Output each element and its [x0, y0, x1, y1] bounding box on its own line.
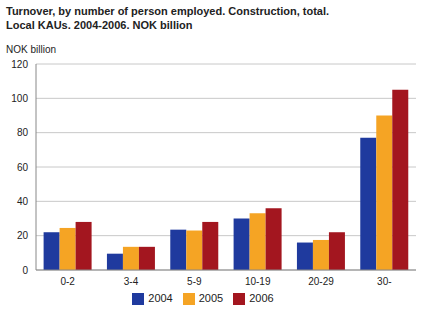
html-text:Turnover, by number of person: Turnover, by number of person employed. …	[6, 5, 330, 17]
html-text:Local KAUs. 2004-2006. NOK bil: Local KAUs. 2004-2006. NOK billion	[6, 19, 193, 31]
html-text:2005: 2005	[198, 292, 224, 304]
svg-text:40: 40	[17, 196, 29, 207]
svg-text:100: 100	[11, 93, 28, 104]
svg-text:0-2: 0-2	[60, 276, 75, 287]
svg-text:80: 80	[17, 127, 29, 138]
svg-text:30-: 30-	[377, 276, 391, 287]
html-text:2006: 2006	[249, 292, 274, 304]
html-text:NOK billion: NOK billion	[6, 44, 56, 55]
svg-text:20: 20	[17, 230, 29, 241]
svg-text:10-19: 10-19	[245, 276, 271, 287]
svg-text:120: 120	[11, 59, 28, 70]
svg-text:20-29: 20-29	[308, 276, 334, 287]
svg-text:3-4: 3-4	[124, 276, 139, 287]
svg-text:60: 60	[17, 162, 29, 173]
svg-text:0: 0	[22, 265, 28, 276]
html-text:2004: 2004	[148, 292, 173, 304]
svg-text:5-9: 5-9	[187, 276, 202, 287]
